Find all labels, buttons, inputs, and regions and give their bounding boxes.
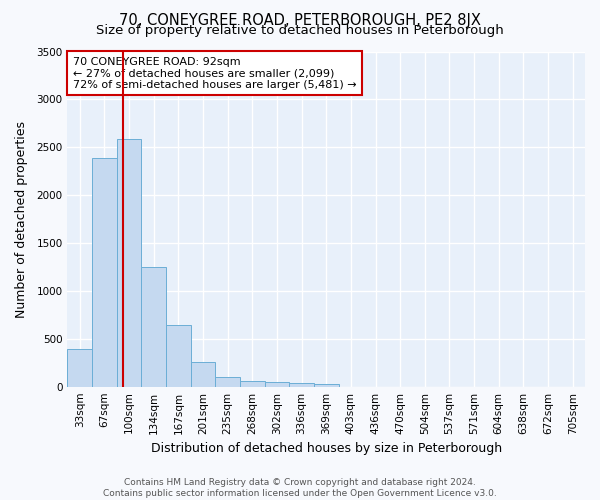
Y-axis label: Number of detached properties: Number of detached properties xyxy=(15,120,28,318)
Text: 70 CONEYGREE ROAD: 92sqm
← 27% of detached houses are smaller (2,099)
72% of sem: 70 CONEYGREE ROAD: 92sqm ← 27% of detach… xyxy=(73,56,356,90)
Bar xyxy=(191,362,215,386)
Bar xyxy=(117,138,142,386)
Bar xyxy=(314,384,338,386)
Bar xyxy=(289,382,314,386)
X-axis label: Distribution of detached houses by size in Peterborough: Distribution of detached houses by size … xyxy=(151,442,502,455)
Bar xyxy=(240,381,265,386)
Bar xyxy=(265,382,289,386)
Text: Contains HM Land Registry data © Crown copyright and database right 2024.
Contai: Contains HM Land Registry data © Crown c… xyxy=(103,478,497,498)
Text: 70, CONEYGREE ROAD, PETERBOROUGH, PE2 8JX: 70, CONEYGREE ROAD, PETERBOROUGH, PE2 8J… xyxy=(119,12,481,28)
Bar xyxy=(92,158,117,386)
Bar xyxy=(67,350,92,387)
Bar xyxy=(215,376,240,386)
Text: Size of property relative to detached houses in Peterborough: Size of property relative to detached ho… xyxy=(96,24,504,37)
Bar xyxy=(142,267,166,386)
Bar xyxy=(166,326,191,386)
